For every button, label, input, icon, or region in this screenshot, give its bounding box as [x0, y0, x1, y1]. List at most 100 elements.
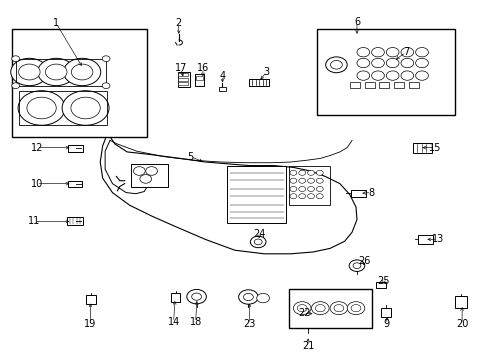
Circle shape: [102, 83, 110, 89]
Text: 5: 5: [187, 152, 193, 162]
Bar: [288, 166, 329, 205]
Circle shape: [297, 305, 306, 312]
Circle shape: [346, 302, 364, 315]
Circle shape: [18, 91, 65, 125]
Bar: [380, 308, 390, 317]
Text: 13: 13: [430, 234, 443, 244]
Bar: [178, 82, 188, 85]
Text: 1: 1: [53, 18, 59, 28]
Bar: [393, 82, 403, 88]
Circle shape: [356, 48, 369, 57]
Text: 3: 3: [263, 67, 269, 77]
Bar: [219, 87, 225, 91]
Circle shape: [289, 186, 296, 192]
Bar: [67, 217, 83, 225]
Circle shape: [386, 71, 398, 80]
Circle shape: [307, 170, 314, 175]
Bar: [178, 78, 188, 81]
Bar: [194, 74, 204, 86]
Text: 6: 6: [353, 17, 359, 27]
Circle shape: [250, 236, 265, 248]
Circle shape: [11, 58, 48, 86]
Circle shape: [307, 186, 314, 192]
Circle shape: [400, 71, 413, 80]
Circle shape: [371, 58, 384, 68]
Bar: [227, 166, 285, 223]
Circle shape: [329, 302, 347, 315]
Circle shape: [293, 302, 310, 315]
Circle shape: [386, 48, 398, 57]
Text: 20: 20: [455, 319, 468, 329]
Circle shape: [316, 178, 323, 183]
Circle shape: [325, 57, 346, 73]
Text: 17: 17: [174, 63, 187, 73]
Circle shape: [27, 97, 56, 119]
Text: 25: 25: [377, 276, 389, 286]
Text: 23: 23: [243, 319, 255, 329]
Circle shape: [348, 260, 364, 271]
Bar: [316, 29, 454, 115]
Circle shape: [256, 293, 269, 303]
Circle shape: [298, 194, 305, 199]
Bar: [412, 143, 431, 153]
Circle shape: [45, 64, 67, 80]
Circle shape: [289, 170, 296, 175]
Text: 7: 7: [402, 47, 408, 57]
Bar: [19, 91, 106, 125]
Circle shape: [415, 58, 427, 68]
Circle shape: [316, 186, 323, 192]
Bar: [85, 295, 96, 304]
Circle shape: [298, 170, 305, 175]
Circle shape: [71, 64, 93, 80]
Text: 2: 2: [175, 18, 181, 28]
Bar: [68, 145, 83, 152]
Circle shape: [371, 48, 384, 57]
Circle shape: [307, 178, 314, 183]
Bar: [195, 76, 203, 80]
Bar: [454, 296, 467, 308]
Bar: [177, 72, 189, 87]
Circle shape: [71, 97, 100, 119]
Text: 19: 19: [84, 319, 97, 329]
Text: 14: 14: [167, 317, 180, 327]
Circle shape: [140, 175, 151, 183]
Bar: [178, 73, 188, 76]
Text: 4: 4: [219, 71, 225, 81]
Circle shape: [12, 83, 20, 89]
Text: 11: 11: [28, 216, 41, 226]
Circle shape: [145, 167, 157, 175]
Text: 12: 12: [30, 143, 43, 153]
Text: 8: 8: [368, 188, 374, 198]
Bar: [12, 29, 146, 137]
Circle shape: [371, 71, 384, 80]
Circle shape: [400, 58, 413, 68]
Circle shape: [38, 58, 75, 86]
Text: 16: 16: [196, 63, 209, 73]
Circle shape: [315, 305, 325, 312]
Circle shape: [386, 58, 398, 68]
Circle shape: [243, 293, 253, 301]
Circle shape: [62, 91, 109, 125]
Bar: [68, 181, 82, 187]
Bar: [249, 79, 268, 86]
Circle shape: [298, 186, 305, 192]
Circle shape: [316, 170, 323, 175]
Text: 24: 24: [252, 229, 265, 239]
Text: 9: 9: [383, 319, 388, 329]
Text: 10: 10: [30, 179, 43, 189]
Circle shape: [289, 194, 296, 199]
Circle shape: [254, 239, 262, 245]
Bar: [288, 289, 371, 328]
Circle shape: [19, 64, 40, 80]
Circle shape: [350, 305, 360, 312]
Circle shape: [133, 167, 145, 175]
Bar: [417, 235, 432, 244]
Bar: [16, 59, 106, 86]
Circle shape: [63, 58, 101, 86]
Circle shape: [102, 56, 110, 62]
Bar: [375, 282, 386, 288]
Circle shape: [415, 48, 427, 57]
Bar: [408, 82, 418, 88]
Circle shape: [12, 56, 20, 62]
Circle shape: [186, 289, 206, 304]
